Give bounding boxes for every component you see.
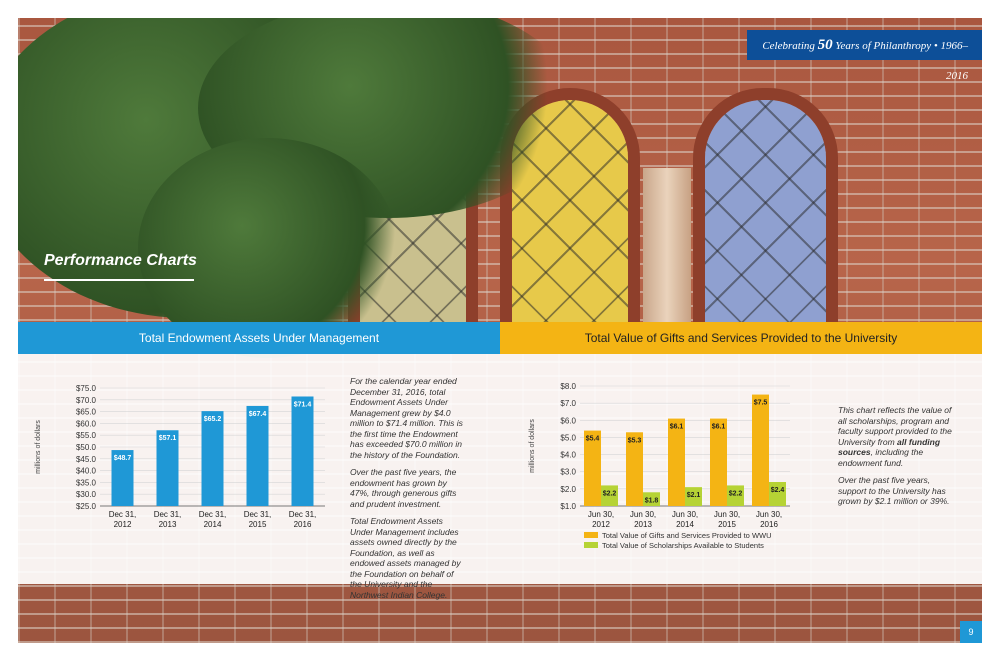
endowment-notes: For the calendar year ended December 31,… [350,376,465,607]
gifts-note-2: Over the past five years, support to the… [838,475,950,506]
x-tick-label: 2012 [114,520,132,529]
y-tick-label: $45.0 [76,455,97,464]
data-label: $2.4 [771,487,785,494]
data-label: $67.4 [249,411,267,418]
x-tick-label: Jun 30, [714,510,740,519]
data-label: $2.1 [687,492,701,499]
data-label: $71.4 [294,401,312,408]
y-tick-label: $55.0 [76,431,97,440]
bar [584,430,601,506]
endowment-header: Total Endowment Assets Under Management [18,322,500,354]
x-tick-label: 2015 [718,520,736,529]
y-tick-label: $40.0 [76,467,97,476]
x-tick-label: Jun 30, [672,510,698,519]
data-label: $57.1 [159,435,177,442]
bar [246,405,269,506]
data-label: $2.2 [729,490,743,497]
y-axis-label: millions of dollars [529,419,536,473]
bar [769,482,786,506]
bar [727,485,744,506]
y-tick-label: $65.0 [76,408,97,417]
gifts-chart: $1.0 $2.0 $3.0 $4.0 $5.0 $6.0 $7.0 $8.0 millions… [529,382,790,550]
y-tick-label: $70.0 [76,396,97,405]
y-tick-label: $1.0 [560,502,576,511]
x-tick-label: 2013 [634,520,652,529]
y-tick-label: $50.0 [76,443,97,452]
anniversary-banner: Celebrating 50 Years of Philanthropy • 1… [747,30,982,82]
x-tick-label: 2016 [294,520,312,529]
y-tick-label: $8.0 [560,382,576,391]
x-tick-label: Dec 31, [199,510,227,519]
stone-column [643,168,691,348]
y-tick-label: $2.0 [560,485,576,494]
bar [752,394,769,506]
bar [201,411,224,506]
y-tick-label: $60.0 [76,419,97,428]
y-tick-label: $5.0 [560,433,576,442]
x-tick-label: 2014 [676,520,694,529]
legend-swatch [584,542,598,548]
x-tick-label: Jun 30, [630,510,656,519]
arched-window-right [693,88,838,348]
x-tick-label: Dec 31, [154,510,182,519]
banner-number: 50 [817,37,833,53]
data-label: $65.2 [204,416,222,423]
gifts-note-1: This chart reflects the value of all sch… [838,405,952,468]
gifts-note-emphasis: all funding sources [838,436,941,458]
endowment-chart: $25.0 $30.0 $35.0 $40.0 $45.0 $50.0 $55.0 $60.0… [35,384,325,529]
data-label: $2.2 [603,490,617,497]
building-photo [18,18,982,643]
data-label: $5.4 [586,436,600,443]
x-tick-label: 2014 [204,520,222,529]
y-tick-label: $6.0 [560,416,576,425]
bar [601,485,618,506]
section-title-rule [44,279,194,281]
bar [643,492,660,506]
page-number: 9 [960,621,982,643]
y-tick-label: $25.0 [76,502,97,511]
x-tick-label: Jun 30, [756,510,782,519]
y-tick-label: $4.0 [560,451,576,460]
y-tick-label: $35.0 [76,478,97,487]
data-label: $6.1 [670,424,684,431]
legend-entry: Total Value of Scholarships Available to… [602,541,764,550]
endowment-note-1: For the calendar year ended December 31,… [350,376,463,460]
data-label: $6.1 [712,424,726,431]
bar [685,487,702,506]
bar [626,432,643,506]
data-label: $7.5 [754,400,768,407]
data-label: $48.7 [114,455,132,462]
x-tick-label: 2016 [760,520,778,529]
x-tick-label: Dec 31, [244,510,272,519]
bar [156,430,179,506]
data-label: $5.3 [628,437,642,444]
x-tick-label: Jun 30, [588,510,614,519]
gifts-header: Total Value of Gifts and Services Provid… [500,322,982,354]
y-tick-label: $30.0 [76,490,97,499]
endowment-note-2: Over the past five years, the endowment … [350,467,457,509]
x-tick-label: Dec 31, [109,510,137,519]
y-tick-label: $7.0 [560,399,576,408]
x-tick-label: 2013 [159,520,177,529]
bar [668,418,685,506]
x-tick-label: Dec 31, [289,510,317,519]
endowment-note-3: Total Endowment Assets Under Management … [350,516,461,600]
legend-entry: Total Value of Gifts and Services Provid… [602,531,772,540]
charts-panel [18,354,982,584]
y-tick-label: $75.0 [76,384,97,393]
bar [291,396,314,506]
gifts-notes: This chart reflects the value of all sch… [838,405,958,514]
x-tick-label: 2015 [249,520,267,529]
y-axis-label: millions of dollars [35,420,42,474]
x-tick-label: 2012 [592,520,610,529]
tree-foliage-lower [138,138,398,358]
section-title: Performance Charts [44,252,197,269]
bar [710,418,727,506]
bar [111,450,134,506]
data-label: $1.8 [645,497,659,504]
legend-swatch [584,532,598,538]
y-tick-label: $3.0 [560,468,576,477]
